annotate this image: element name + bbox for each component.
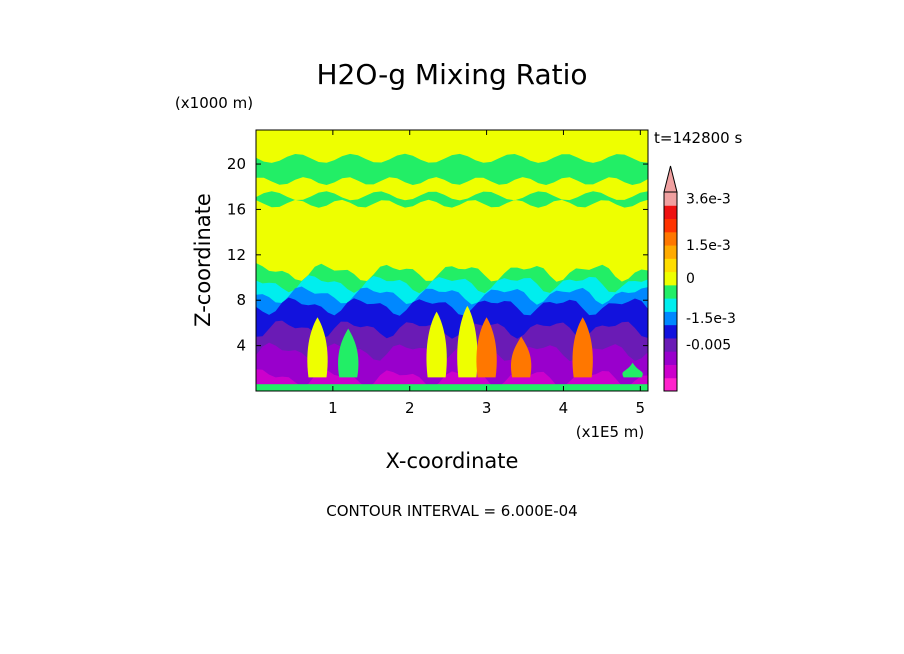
y-unit-label: (x1000 m) — [175, 94, 253, 112]
colorbar: -0.005 -1.5e-3 0 1.5e-3 3.6e-3 — [663, 165, 736, 392]
chart-title: H2O-g Mixing Ratio — [316, 58, 587, 91]
x-tick-label: 3 — [482, 399, 492, 417]
x-axis-label: X-coordinate — [386, 449, 519, 473]
colorbar-swatch — [664, 337, 677, 352]
colorbar-label: 0 — [686, 271, 695, 287]
contour-band — [256, 153, 648, 185]
colorbar-swatch — [664, 364, 677, 379]
colorbar-label: -0.005 — [686, 338, 731, 354]
colorbar-label: -1.5e-3 — [686, 311, 736, 327]
colorbar-swatch — [664, 205, 677, 220]
contour-band — [256, 130, 648, 154]
y-axis-label: Z-coordinate — [191, 193, 215, 327]
x-tick-label: 5 — [636, 399, 646, 417]
colorbar-swatch — [664, 284, 677, 299]
y-tick-label: 16 — [227, 200, 246, 218]
colorbar-label: 3.6e-3 — [686, 192, 731, 208]
y-tick-label: 8 — [236, 291, 246, 309]
contour-plot-area — [256, 130, 648, 391]
plume — [476, 317, 497, 378]
colorbar-swatch — [664, 377, 677, 392]
colorbar-swatch — [664, 245, 677, 259]
plume — [457, 305, 478, 378]
y-tick-label: 12 — [227, 246, 246, 264]
plume — [622, 362, 643, 378]
colorbar-swatch — [664, 192, 677, 206]
plot-frame — [255, 129, 649, 392]
plume — [510, 336, 532, 378]
colorbar-swatch — [664, 298, 677, 312]
y-axis-ticks: 4 8 12 16 20 — [227, 155, 648, 355]
colorbar-swatch — [664, 351, 677, 365]
time-label: t=142800 s — [654, 129, 742, 147]
x-tick-label: 1 — [328, 399, 338, 417]
y-tick-label: 4 — [236, 337, 246, 355]
contour-band — [256, 191, 648, 208]
plume — [307, 317, 328, 378]
surface-layer — [256, 384, 648, 391]
colorbar-swatch — [664, 311, 677, 326]
x-unit-label: (x1E5 m) — [576, 423, 645, 441]
y-tick-label: 20 — [227, 155, 246, 173]
x-axis-ticks: 1 2 3 4 5 — [328, 130, 645, 417]
colorbar-extend-arrow — [663, 165, 678, 193]
x-tick-label: 2 — [405, 399, 415, 417]
colorbar-frame — [663, 191, 678, 392]
colorbar-swatch — [664, 231, 677, 246]
x-tick-label: 4 — [559, 399, 569, 417]
colorbar-swatch — [664, 218, 677, 233]
plume — [572, 317, 593, 378]
contour-interval-footer: CONTOUR INTERVAL = 6.000E-04 — [326, 502, 577, 520]
colorbar-swatch — [664, 324, 677, 339]
plume — [338, 328, 359, 378]
colorbar-label: 1.5e-3 — [686, 238, 731, 254]
colorbar-swatch — [664, 258, 677, 273]
plume — [426, 311, 447, 378]
colorbar-swatch — [664, 271, 677, 286]
